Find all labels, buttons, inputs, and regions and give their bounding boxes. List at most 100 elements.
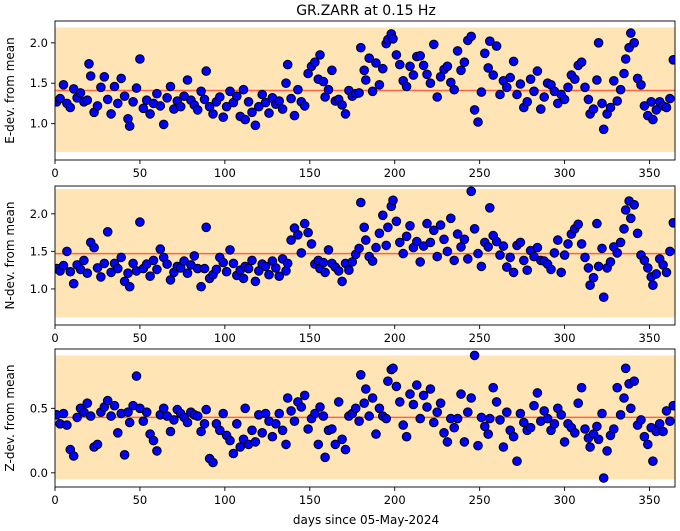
data-point	[102, 395, 113, 406]
data-point	[299, 218, 310, 229]
data-point	[165, 426, 176, 437]
data-point	[408, 70, 419, 80]
data-point	[629, 38, 640, 48]
data-point	[553, 235, 563, 245]
data-point	[113, 98, 123, 109]
data-point	[648, 280, 658, 291]
data-point	[648, 114, 658, 125]
axes-frame-e	[54, 20, 676, 161]
data-point	[378, 63, 388, 74]
data-point	[466, 393, 477, 403]
data-point	[405, 389, 415, 399]
data-point	[123, 407, 133, 418]
data-point	[131, 83, 142, 93]
data-point	[58, 260, 69, 271]
x-tick-label: 200	[384, 166, 406, 180]
data-point	[626, 403, 636, 414]
data-point	[313, 439, 324, 450]
data-point	[463, 254, 473, 264]
data-point	[323, 84, 334, 95]
data-point	[82, 268, 93, 279]
data-point	[449, 84, 460, 95]
data-point	[374, 80, 385, 90]
data-point	[381, 240, 392, 251]
data-point	[113, 263, 123, 274]
data-point	[299, 390, 310, 401]
data-point	[502, 262, 512, 272]
data-point	[289, 416, 300, 427]
data-point	[651, 269, 662, 279]
data-point	[483, 242, 494, 252]
data-point	[274, 271, 285, 282]
data-point	[250, 437, 261, 447]
data-point	[238, 84, 249, 95]
data-point	[495, 250, 505, 260]
data-point	[498, 442, 509, 452]
data-point	[201, 222, 211, 233]
data-point	[612, 248, 623, 258]
data-point	[367, 256, 378, 266]
data-point	[432, 407, 443, 418]
data-point	[473, 117, 483, 127]
data-point	[264, 108, 274, 118]
data-point	[135, 54, 145, 64]
data-point	[65, 266, 76, 277]
data-point	[439, 234, 449, 245]
data-point	[415, 257, 426, 267]
data-point	[485, 36, 495, 47]
data-point	[99, 258, 110, 269]
data-point	[162, 93, 172, 103]
data-point	[429, 225, 439, 236]
data-point	[282, 393, 293, 403]
data-point	[615, 410, 626, 420]
data-point	[383, 222, 393, 233]
data-point	[391, 381, 402, 392]
data-point	[508, 56, 519, 67]
data-point	[654, 419, 665, 429]
data-point	[240, 114, 250, 125]
data-point	[639, 101, 650, 111]
data-point	[585, 442, 595, 452]
data-point	[556, 267, 567, 278]
data-point	[82, 398, 93, 409]
data-point	[247, 425, 257, 436]
data-point	[442, 437, 453, 447]
data-point	[466, 31, 477, 42]
data-point	[395, 237, 405, 248]
data-point	[243, 97, 254, 107]
data-point	[668, 218, 675, 228]
data-point	[199, 94, 210, 105]
data-point	[158, 119, 169, 130]
data-point	[138, 103, 149, 114]
data-point	[408, 399, 419, 410]
x-tick-label: 250	[469, 166, 491, 180]
x-tick-label: 50	[133, 166, 148, 180]
data-point	[75, 88, 86, 98]
data-point	[201, 404, 211, 415]
y-tick-label: 1.0	[30, 282, 48, 296]
x-tick-label: 50	[133, 493, 148, 507]
data-point	[277, 425, 288, 436]
data-point	[158, 403, 169, 414]
data-point	[367, 393, 378, 403]
data-point	[483, 429, 494, 439]
data-point	[449, 255, 460, 266]
data-point	[515, 79, 526, 89]
data-point	[612, 96, 623, 106]
data-point	[361, 235, 371, 245]
data-point	[250, 276, 261, 287]
data-point	[271, 263, 281, 273]
data-point	[148, 435, 159, 446]
data-point	[383, 376, 393, 387]
data-point	[85, 411, 96, 421]
data-point	[286, 235, 296, 245]
data-point	[395, 59, 405, 70]
data-point	[182, 75, 193, 85]
data-point	[456, 65, 466, 76]
data-point	[615, 237, 626, 248]
data-point	[340, 444, 351, 455]
data-point	[415, 51, 426, 61]
data-point	[593, 38, 604, 48]
data-point	[228, 258, 239, 269]
data-point	[238, 273, 249, 284]
